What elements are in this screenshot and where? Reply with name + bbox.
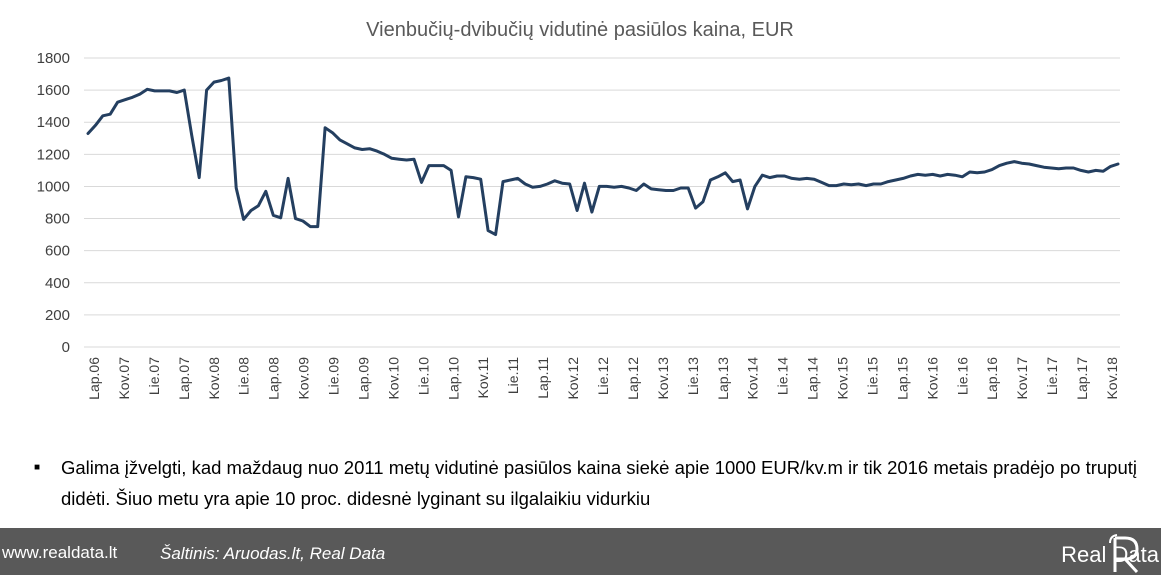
- x-tick-label: Kov.18: [1104, 357, 1120, 400]
- x-tick-label: Kov.09: [296, 357, 312, 400]
- x-tick-label: Lap.10: [445, 357, 461, 400]
- x-tick-label: Lap.17: [1074, 357, 1090, 400]
- x-tick-label: Lie.17: [1044, 357, 1060, 395]
- x-tick-label: Kov.17: [1014, 357, 1030, 400]
- y-tick-label: 200: [45, 307, 70, 324]
- x-tick-label: Lap.11: [535, 357, 551, 399]
- x-tick-label: Lie.16: [954, 357, 970, 395]
- chart-title: Vienbučių-dvibučių vidutinė pasiūlos kai…: [366, 19, 794, 41]
- x-tick-label: Kov.14: [745, 357, 761, 400]
- x-tick-label: Kov.10: [385, 357, 401, 400]
- x-tick-label: Lap.09: [355, 357, 371, 400]
- x-tick-label: Lap.08: [266, 357, 282, 400]
- y-tick-label: 1800: [37, 50, 70, 67]
- y-axis-ticks: 0 200 400 600 800 1000 1200 1400 1600 1800: [37, 50, 70, 356]
- commentary-text: Galima įžvelgti, kad maždaug nuo 2011 me…: [61, 457, 1137, 509]
- x-tick-label: Lap.12: [625, 357, 641, 400]
- x-tick-label: Lie.14: [775, 357, 791, 395]
- x-tick-label: Lie.12: [595, 357, 611, 395]
- logo-wordmark: Real Data: [1061, 542, 1159, 567]
- y-tick-label: 0: [62, 339, 70, 356]
- line-chart: Vienbučių-dvibučių vidutinė pasiūlos kai…: [37, 19, 1120, 400]
- x-tick-label: Kov.11: [475, 357, 491, 399]
- commentary-note: ■ Galima įžvelgti, kad maždaug nuo 2011 …: [34, 452, 1144, 514]
- y-tick-label: 800: [45, 211, 70, 228]
- square-bullet-icon: ■: [34, 462, 41, 473]
- x-tick-label: Lie.08: [236, 357, 252, 395]
- x-tick-label: Lie.09: [326, 357, 342, 395]
- x-tick-label: Kov.13: [655, 357, 671, 400]
- x-axis-ticks: Lap.06 Kov.07 Lie.07 Lap.07 Kov.08 Lie.08 Lap.…: [86, 357, 1120, 400]
- footer-bar: www.realdata.lt Šaltinis: Aruodas.lt, Re…: [0, 528, 1161, 575]
- series-line-0: [86, 76, 1120, 237]
- website-link[interactable]: www.realdata.lt: [2, 543, 118, 562]
- y-tick-label: 1600: [37, 82, 70, 99]
- x-tick-label: Kov.12: [565, 357, 581, 400]
- x-tick-label: Lap.16: [984, 357, 1000, 400]
- x-tick-label: Lie.10: [415, 357, 431, 395]
- y-tick-label: 400: [45, 275, 70, 292]
- x-tick-label: Lap.07: [176, 357, 192, 400]
- source-caption: Šaltinis: Aruodas.lt, Real Data: [160, 544, 386, 563]
- y-tick-label: 1000: [37, 178, 70, 195]
- y-tick-label: 600: [45, 243, 70, 260]
- x-tick-label: Lie.15: [864, 357, 880, 395]
- x-tick-label: Lie.07: [146, 357, 162, 395]
- series-layer: [86, 76, 1120, 237]
- y-tick-label: 1400: [37, 114, 70, 131]
- real-data-logo-icon: [1109, 534, 1139, 574]
- x-tick-label: Lap.14: [805, 357, 821, 400]
- x-tick-label: Kov.07: [116, 357, 132, 400]
- x-tick-label: Lie.13: [685, 357, 701, 395]
- x-tick-label: Lap.06: [86, 357, 102, 400]
- x-tick-label: Kov.16: [924, 357, 940, 400]
- x-tick-label: Kov.15: [835, 357, 851, 400]
- x-tick-label: Lap.15: [894, 357, 910, 400]
- x-tick-label: Lap.13: [715, 357, 731, 400]
- y-tick-label: 1200: [37, 146, 70, 163]
- x-tick-label: Lie.11: [505, 357, 521, 394]
- chart-area: Vienbučių-dvibučių vidutinė pasiūlos kai…: [37, 19, 1120, 400]
- x-tick-label: Kov.08: [206, 357, 222, 400]
